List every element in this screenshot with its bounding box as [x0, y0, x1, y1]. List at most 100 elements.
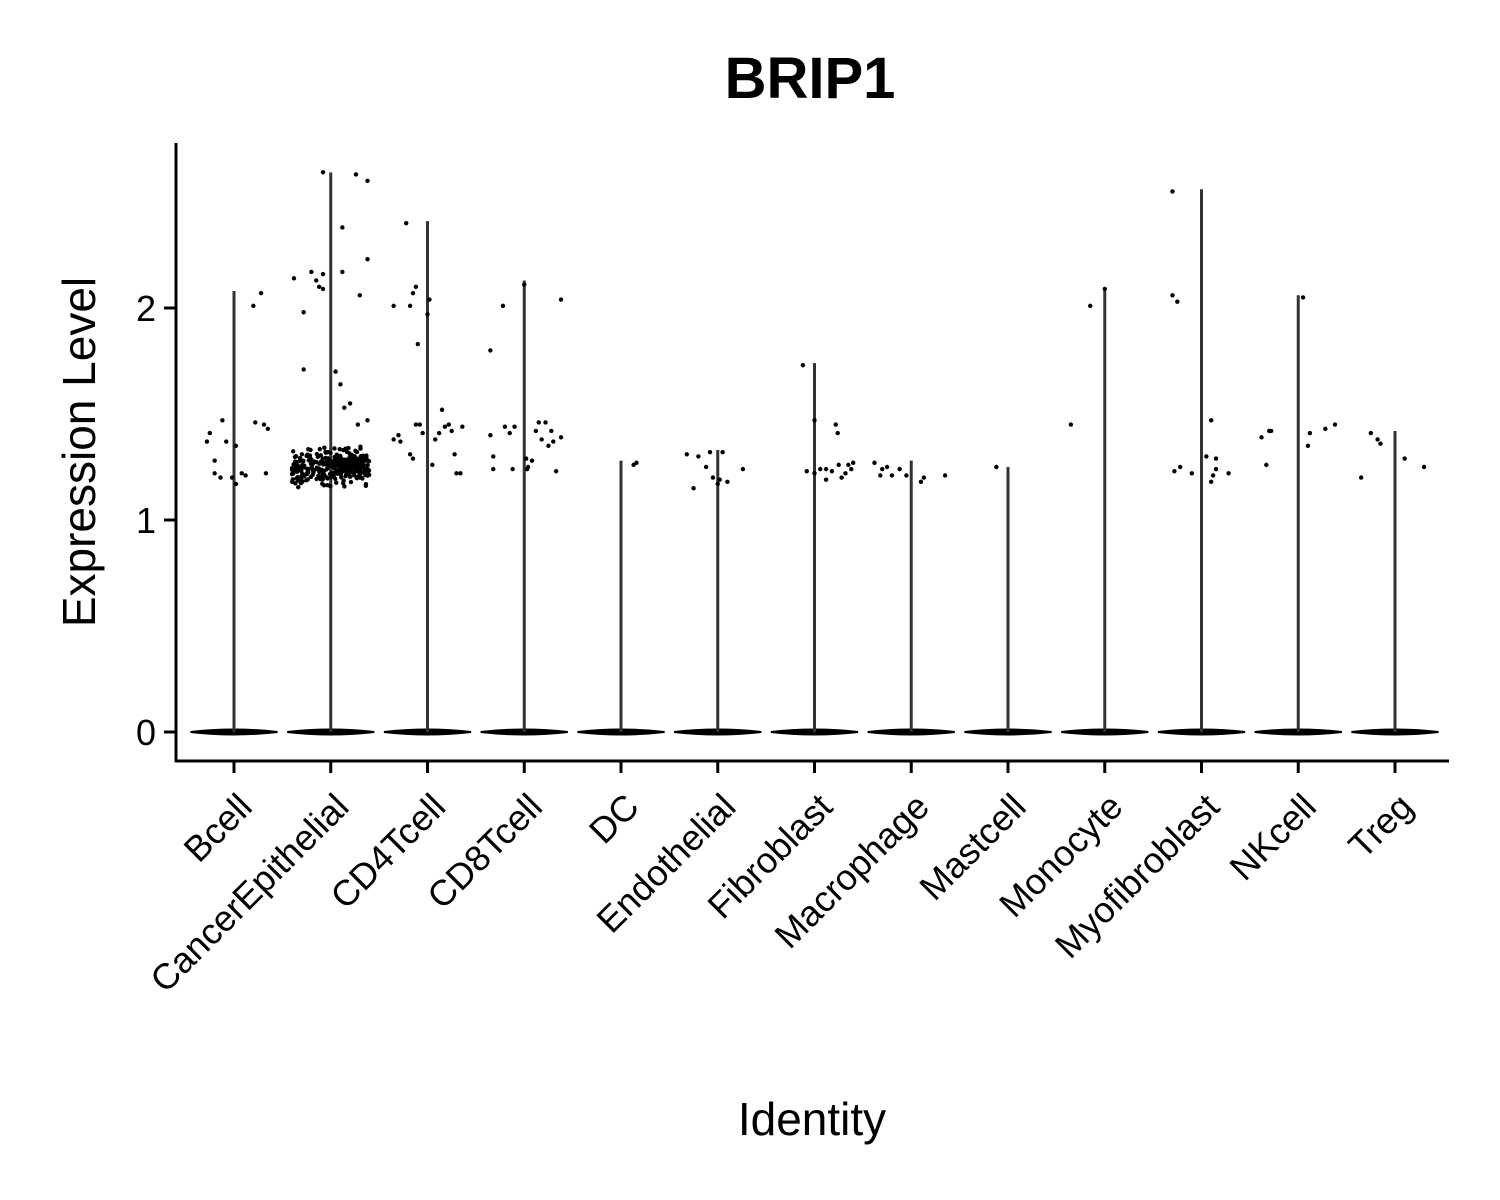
- data-point: [263, 471, 269, 476]
- data-point: [549, 428, 554, 434]
- data-point: [558, 435, 564, 440]
- violin-layer: [190, 172, 1439, 736]
- data-point: [458, 471, 463, 476]
- data-point: [301, 310, 306, 315]
- data-point: [942, 473, 948, 478]
- data-point: [207, 430, 213, 436]
- y-axis-title: Expression Level: [53, 277, 105, 627]
- data-point: [551, 439, 556, 444]
- data-point: [525, 464, 531, 470]
- data-point: [717, 477, 722, 482]
- data-point: [1208, 418, 1214, 423]
- data-point: [365, 462, 370, 468]
- data-point: [204, 439, 210, 444]
- data-point: [1305, 443, 1311, 448]
- data-point: [1170, 189, 1175, 194]
- data-point: [1213, 456, 1219, 461]
- data-point: [352, 464, 358, 469]
- data-point: [391, 437, 396, 442]
- data-point: [347, 451, 352, 456]
- data-point: [507, 430, 512, 436]
- data-point: [342, 405, 347, 410]
- data-point: [849, 466, 854, 472]
- data-point: [233, 443, 239, 448]
- data-point: [684, 452, 689, 457]
- x-tick-label: NKcell: [1221, 786, 1324, 889]
- data-point: [363, 483, 369, 488]
- chart-title: BRIP1: [725, 46, 896, 111]
- data-point: [427, 297, 432, 302]
- data-point: [318, 453, 324, 458]
- data-point: [338, 382, 343, 387]
- data-point: [314, 451, 320, 457]
- data-point: [261, 422, 267, 427]
- data-point: [413, 284, 419, 289]
- data-point: [823, 466, 829, 472]
- data-point: [299, 452, 305, 457]
- data-point: [725, 479, 730, 485]
- data-point: [320, 170, 326, 175]
- data-point: [314, 465, 320, 470]
- data-point: [298, 480, 304, 486]
- data-point: [1068, 422, 1074, 427]
- data-point: [306, 468, 311, 473]
- data-point: [322, 473, 327, 478]
- data-point: [835, 430, 840, 436]
- data-point: [446, 422, 451, 427]
- data-point: [351, 455, 356, 461]
- data-point: [308, 474, 314, 480]
- data-point: [740, 466, 746, 472]
- data-point: [404, 221, 409, 226]
- data-point: [812, 471, 817, 476]
- data-point: [306, 447, 311, 452]
- data-point: [407, 303, 413, 309]
- data-point: [360, 453, 366, 458]
- data-point: [720, 449, 725, 455]
- data-point: [365, 178, 370, 183]
- data-point: [348, 479, 354, 485]
- data-point: [823, 477, 829, 482]
- data-point: [880, 466, 885, 472]
- data-point: [1102, 286, 1107, 292]
- data-point: [546, 443, 551, 448]
- data-point: [851, 460, 856, 465]
- data-point: [500, 303, 506, 309]
- data-point: [302, 463, 307, 468]
- data-point: [301, 367, 306, 372]
- data-point: [339, 475, 344, 480]
- data-point: [265, 426, 271, 432]
- data-point: [918, 479, 924, 485]
- data-point: [543, 420, 548, 425]
- data-point: [1170, 293, 1175, 298]
- data-point: [340, 269, 345, 275]
- data-point: [1300, 295, 1306, 300]
- data-point: [1378, 441, 1383, 446]
- data-point: [293, 481, 298, 486]
- data-point: [715, 481, 720, 487]
- data-point: [297, 465, 303, 470]
- data-point: [491, 466, 496, 472]
- data-point: [212, 458, 217, 463]
- data-point: [357, 464, 363, 470]
- data-point: [341, 457, 347, 463]
- data-point: [341, 447, 346, 453]
- data-point: [839, 475, 844, 480]
- data-point: [1323, 426, 1328, 432]
- data-point: [324, 462, 329, 467]
- data-point: [417, 422, 422, 427]
- data-point: [292, 454, 298, 460]
- data-point: [510, 466, 515, 472]
- data-point: [433, 437, 438, 442]
- data-point: [872, 460, 877, 465]
- data-point: [1213, 466, 1219, 472]
- data-point: [328, 450, 333, 456]
- data-point: [391, 303, 396, 309]
- data-point: [449, 428, 454, 434]
- x-tick-label: DC: [581, 786, 647, 852]
- data-point: [425, 312, 430, 317]
- data-point: [634, 460, 639, 465]
- data-point: [296, 477, 301, 482]
- data-point: [884, 464, 890, 470]
- data-point: [413, 422, 419, 427]
